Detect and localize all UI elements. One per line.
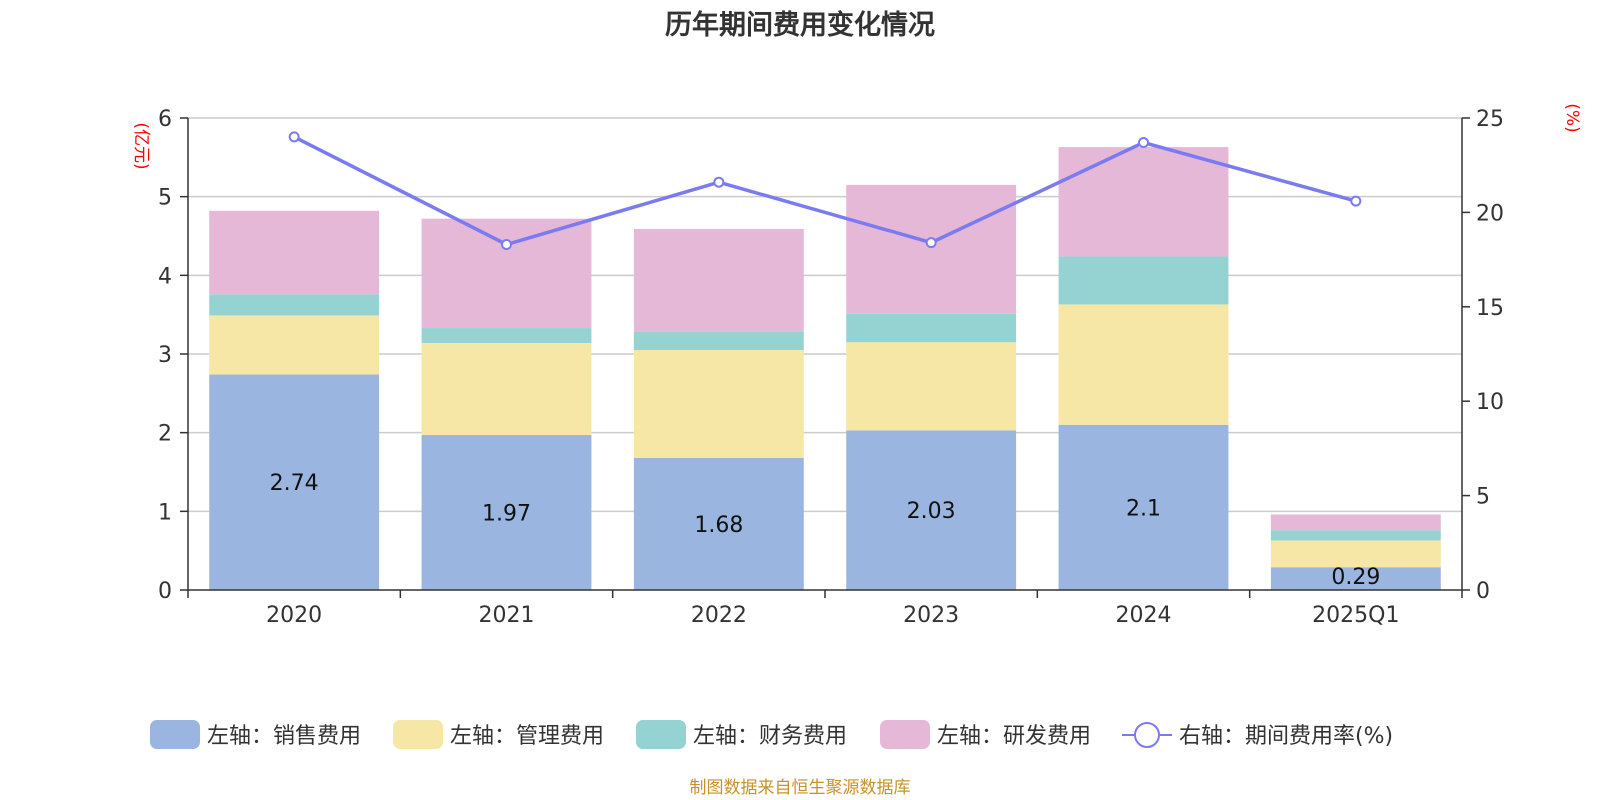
bar-segment <box>846 342 1017 431</box>
bar-segment <box>1058 304 1229 425</box>
gridlines <box>188 117 1462 513</box>
bar-value-label: 0.29 <box>1331 565 1380 590</box>
left-axis-tick-label: 5 <box>158 186 172 211</box>
bar-segment <box>1270 540 1441 568</box>
legend-swatch <box>150 720 200 749</box>
bar-value-label: 1.97 <box>482 502 531 527</box>
bar-segment <box>846 430 1017 590</box>
rate-line <box>288 131 1362 250</box>
right-axis-tick-label: 15 <box>1476 296 1504 321</box>
legend-label: 左轴：管理费用 <box>450 724 604 749</box>
rate-line-path <box>293 135 1357 247</box>
axes <box>180 117 1470 598</box>
right-axis-tick-label: 10 <box>1476 390 1504 415</box>
legend-label: 左轴：研发费用 <box>937 724 1091 749</box>
legend-swatch <box>880 720 930 749</box>
tick-labels: 0 1 2 3 4 5 6 0 5 10 15 20 25 2020 2021 2022 2023 2024 202… <box>158 107 1504 628</box>
rate-point <box>501 238 512 250</box>
right-axis-tick-label: 20 <box>1476 201 1504 226</box>
right-axis-tick-label: 0 <box>1476 579 1490 604</box>
rate-point <box>288 131 300 143</box>
left-axis-tick-label: 3 <box>158 343 172 368</box>
left-axis-tick-label: 0 <box>158 579 172 604</box>
bar-segment <box>209 210 380 295</box>
bar-segment <box>1270 530 1441 541</box>
bar-segment <box>633 331 804 351</box>
chart-title: 历年期间费用变化情况 <box>665 9 935 41</box>
bar-segment <box>633 228 804 332</box>
bar-segment <box>421 342 592 436</box>
legend-swatch <box>393 720 443 749</box>
legend-circle-symbol <box>1134 722 1160 748</box>
bar-segment <box>1270 567 1441 590</box>
rate-point <box>713 176 725 188</box>
x-axis-tick-label: 2020 <box>266 603 322 628</box>
bar-segment <box>421 435 592 590</box>
x-axis-tick-label: 2023 <box>903 603 959 628</box>
bar-value-label: 2.03 <box>907 499 956 524</box>
bar-segment <box>209 374 380 590</box>
rate-point <box>1138 137 1149 149</box>
left-axis-tick-label: 4 <box>158 264 172 289</box>
bar-segment <box>209 315 380 375</box>
x-axis-tick-label: 2022 <box>691 603 747 628</box>
bar-segment <box>633 350 804 458</box>
bar-value-label: 2.74 <box>270 471 319 496</box>
bar-value-label: 1.68 <box>694 513 743 538</box>
x-axis-tick-label: 2024 <box>1116 603 1172 628</box>
legend-swatch <box>636 720 686 749</box>
right-axis-unit: (%) <box>1562 103 1582 132</box>
bar-segment <box>633 457 804 590</box>
legend-label: 左轴：财务费用 <box>693 724 847 749</box>
bar-segment <box>846 313 1017 343</box>
bar-segment <box>421 328 592 343</box>
left-axis-tick-label: 2 <box>158 422 172 447</box>
left-axis-unit: (亿元) <box>131 122 151 169</box>
bar-segment <box>421 218 592 329</box>
legend-label: 右轴：期间费用率(%) <box>1179 724 1393 749</box>
legend: 左轴：销售费用 左轴：管理费用 左轴：财务费用 左轴：研发费用 右轴：期间费用率(%) <box>150 720 1393 749</box>
bar-segment <box>1058 424 1229 590</box>
bar-segment <box>209 294 380 316</box>
x-axis-tick-label: 2021 <box>479 603 535 628</box>
right-axis-tick-label: 25 <box>1476 107 1504 132</box>
bar-segment <box>1058 256 1229 305</box>
bar-segment <box>1058 147 1229 257</box>
left-axis-tick-label: 1 <box>158 500 172 525</box>
bar-segment <box>846 184 1017 314</box>
bar-value-label: 2.1 <box>1126 496 1161 521</box>
source-text: 制图数据来自恒生聚源数据库 <box>690 778 911 798</box>
left-axis-tick-label: 6 <box>158 107 172 132</box>
rate-point <box>925 237 937 249</box>
bars <box>209 147 1441 590</box>
bar-segment <box>1270 514 1441 531</box>
legend-label: 左轴：销售费用 <box>207 724 361 749</box>
right-axis-tick-label: 5 <box>1476 485 1490 510</box>
data-labels: 2.74 1.97 1.68 2.03 2.1 0.29 <box>270 471 1381 590</box>
x-axis-tick-label: 2025Q1 <box>1312 603 1399 628</box>
rate-point <box>1350 195 1362 207</box>
